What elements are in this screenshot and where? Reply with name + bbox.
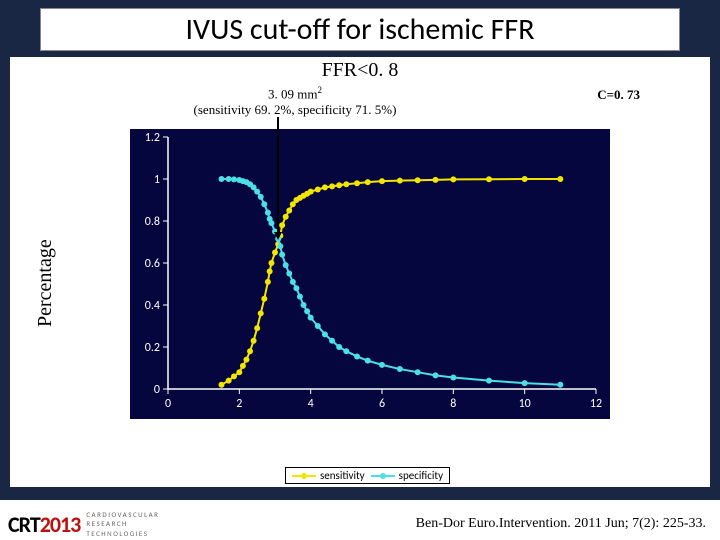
svg-text:2: 2 (236, 397, 242, 411)
cutoff-sup: 2 (317, 85, 322, 95)
svg-text:1: 1 (154, 173, 160, 187)
citation: Ben-Dor Euro.Intervention. 2011 Jun; 7(2… (416, 516, 706, 532)
logo-line-2: RESEARCH (86, 519, 159, 528)
cutoff-arrow-stem (277, 117, 279, 232)
logo-prefix: CRT (8, 511, 40, 538)
svg-text:12: 12 (590, 397, 602, 411)
c-statistic: C=0. 73 (597, 87, 640, 103)
svg-text:6: 6 (379, 397, 385, 411)
legend-swatch-specificity (371, 472, 395, 480)
svg-text:0: 0 (165, 397, 171, 411)
crt-logo: CRT2013 CARDIOVASCULAR RESEARCH TECHNOLO… (8, 510, 159, 537)
svg-text:0.2: 0.2 (145, 341, 160, 355)
cutoff-annotation: 3. 09 mm2 (sensitivity 69. 2%, specifici… (180, 85, 410, 118)
svg-text:8: 8 (450, 397, 456, 411)
legend-item-sensitivity: sensitivity (292, 469, 365, 482)
svg-text:0.6: 0.6 (145, 257, 160, 271)
page-title: IVUS cut-off for ischemic FFR (51, 11, 669, 48)
plot-area: 0 0.2 0.4 0.6 0.8 1 1.2 0 2 4 6 8 10 12 (130, 129, 610, 419)
logo-year-num: 2013 (40, 511, 81, 538)
legend-label-sensitivity: sensitivity (320, 469, 365, 482)
logo-year: CRT2013 (8, 511, 80, 538)
x-axis-title: IVUS MLA (330, 447, 396, 465)
chart-subtitle: FFR<0. 8 (10, 57, 710, 82)
title-bar: IVUS cut-off for ischemic FFR (40, 8, 680, 51)
chart-svg: 0 0.2 0.4 0.6 0.8 1 1.2 0 2 4 6 8 10 12 (130, 129, 610, 419)
legend: sensitivity specificity (285, 467, 450, 484)
svg-text:1.2: 1.2 (145, 131, 160, 145)
footer: CRT2013 CARDIOVASCULAR RESEARCH TECHNOLO… (0, 500, 720, 540)
chart-panel: FFR<0. 8 3. 09 mm2 (sensitivity 69. 2%, … (10, 57, 710, 487)
svg-text:10: 10 (519, 397, 531, 411)
cutoff-value: 3. 09 mm (268, 86, 317, 101)
logo-subtext: CARDIOVASCULAR RESEARCH TECHNOLOGIES (86, 510, 159, 537)
legend-item-specificity: specificity (371, 469, 443, 482)
svg-text:0.8: 0.8 (145, 215, 160, 229)
y-axis-label: Percentage (34, 239, 57, 327)
logo-line-1: CARDIOVASCULAR (86, 510, 159, 519)
svg-text:0.4: 0.4 (145, 299, 160, 313)
cutoff-arrow-head (274, 232, 282, 240)
legend-label-specificity: specificity (399, 469, 443, 482)
logo-line-3: TECHNOLOGIES (86, 529, 159, 538)
svg-text:4: 4 (308, 397, 314, 411)
svg-text:0: 0 (154, 383, 160, 397)
legend-swatch-sensitivity (292, 472, 316, 480)
cutoff-stats: (sensitivity 69. 2%, specificity 71. 5%) (194, 102, 397, 117)
